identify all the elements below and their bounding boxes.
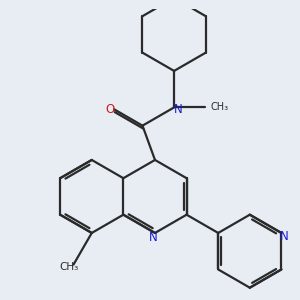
Text: N: N <box>174 103 183 116</box>
Text: N: N <box>280 230 288 243</box>
Text: N: N <box>149 231 158 244</box>
Text: CH₃: CH₃ <box>60 262 79 272</box>
Text: CH₃: CH₃ <box>210 102 228 112</box>
Text: O: O <box>106 103 115 116</box>
